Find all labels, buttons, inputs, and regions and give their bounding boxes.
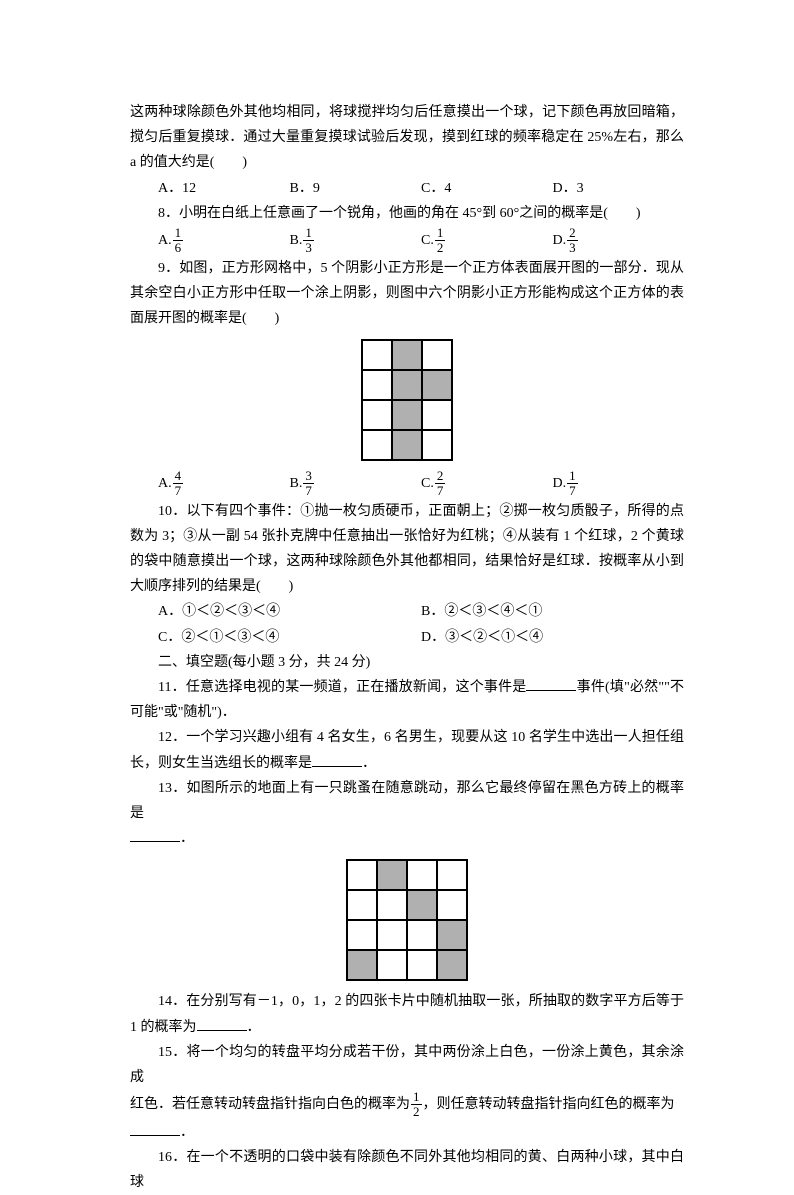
- grid-cell: [437, 890, 467, 920]
- q13-grid: [346, 859, 468, 981]
- q8-opt-a: A.16: [158, 226, 290, 256]
- q9-text: 9．如图，正方形网格中，5 个阴影小正方形是一个正方体表面展开图的一部分．现从其…: [130, 256, 684, 332]
- q9-figure: [130, 339, 684, 461]
- grid-cell: [422, 340, 452, 370]
- q9-grid: [361, 339, 453, 461]
- q15-line1: 15．将一个均匀的转盘平均分成若干份，其中两份涂上白色，一份涂上黄色，其余涂成: [130, 1040, 684, 1090]
- grid-cell: [437, 860, 467, 890]
- grid-cell: [347, 890, 377, 920]
- q7-opt-c: C．4: [421, 176, 553, 201]
- grid-cell: [362, 400, 392, 430]
- grid-cell: [392, 430, 422, 460]
- q10-opt-c: C．②＜①＜③＜④: [158, 625, 421, 650]
- q7-opt-b: B．9: [290, 176, 422, 201]
- q10-text: 10．以下有四个事件：①抛一枚匀质硬币，正面朝上；②掷一枚匀质骰子，所得的点数为…: [130, 499, 684, 600]
- q14: 14．在分别写有－1，0，1，2 的四张卡片中随机抽取一张，所抽取的数字平方后等…: [130, 989, 684, 1039]
- grid-cell: [392, 370, 422, 400]
- grid-cell: [362, 370, 392, 400]
- q8-options: A.16 B.13 C.12 D.23: [158, 226, 684, 256]
- q9-opt-c: C.27: [421, 469, 553, 499]
- q13-blank: [130, 828, 180, 842]
- q8-text: 8．小明在白纸上任意画了一个锐角，他画的角在 45°到 60°之间的概率是( ): [130, 201, 684, 226]
- grid-cell: [377, 920, 407, 950]
- grid-cell: [377, 890, 407, 920]
- grid-cell: [422, 400, 452, 430]
- q16: 16．在一个不透明的口袋中装有除颜色不同外其他均相同的黄、白两种小球，其中白球: [130, 1145, 684, 1195]
- grid-cell: [392, 340, 422, 370]
- q13: 13．如图所示的地面上有一只跳蚤在随意跳动，那么它最终停留在黑色方砖上的概率是: [130, 776, 684, 826]
- q9-options: A.47 B.37 C.27 D.17: [158, 469, 684, 499]
- q9-opt-b: B.37: [290, 469, 422, 499]
- grid-cell: [407, 950, 437, 980]
- section2-heading: 二、填空题(每小题 3 分，共 24 分): [130, 650, 684, 675]
- q11-blank: [526, 677, 576, 691]
- q15-blank: [130, 1122, 180, 1136]
- q15-line3: ．: [130, 1120, 684, 1145]
- grid-cell: [392, 400, 422, 430]
- grid-cell: [437, 950, 467, 980]
- grid-cell: [362, 430, 392, 460]
- grid-cell: [407, 890, 437, 920]
- grid-cell: [422, 430, 452, 460]
- q12: 12．一个学习兴趣小组有 4 名女生，6 名男生，现要从这 10 名学生中选出一…: [130, 725, 684, 775]
- q7-opt-d: D．3: [553, 176, 685, 201]
- q8-opt-d: D.23: [553, 226, 685, 256]
- grid-cell: [422, 370, 452, 400]
- q11: 11．任意选择电视的某一频道，正在播放新闻，这个事件是事件(填"必然""不可能"…: [130, 675, 684, 725]
- q13-figure: [130, 859, 684, 981]
- q8-opt-b: B.13: [290, 226, 422, 256]
- q7-intro: 这两种球除颜色外其他均相同，将球搅拌均匀后任意摸出一个球，记下颜色再放回暗箱，搅…: [130, 100, 684, 176]
- grid-cell: [377, 860, 407, 890]
- grid-cell: [407, 920, 437, 950]
- q15-line2: 红色．若任意转动转盘指针指向白色的概率为12，则任意转动转盘指针指向红色的概率为: [130, 1090, 684, 1120]
- q10-opt-b: B．②＜③＜④＜①: [421, 599, 684, 624]
- q7-options: A．12 B．9 C．4 D．3: [158, 176, 684, 201]
- q10-opt-a: A．①＜②＜③＜④: [158, 599, 421, 624]
- q9-opt-a: A.47: [158, 469, 290, 499]
- grid-cell: [362, 340, 392, 370]
- q14-blank: [197, 1017, 247, 1031]
- q13-line2: ．: [130, 826, 684, 851]
- q7-opt-a: A．12: [158, 176, 290, 201]
- grid-cell: [377, 950, 407, 980]
- q9-opt-d: D.17: [553, 469, 685, 499]
- grid-cell: [347, 950, 377, 980]
- q10-options-row2: C．②＜①＜③＜④ D．③＜②＜①＜④: [158, 625, 684, 650]
- grid-cell: [347, 920, 377, 950]
- q10-opt-d: D．③＜②＜①＜④: [421, 625, 684, 650]
- q8-opt-c: C.12: [421, 226, 553, 256]
- grid-cell: [437, 920, 467, 950]
- q10-options-row1: A．①＜②＜③＜④ B．②＜③＜④＜①: [158, 599, 684, 624]
- q12-blank: [312, 753, 362, 767]
- grid-cell: [347, 860, 377, 890]
- grid-cell: [407, 860, 437, 890]
